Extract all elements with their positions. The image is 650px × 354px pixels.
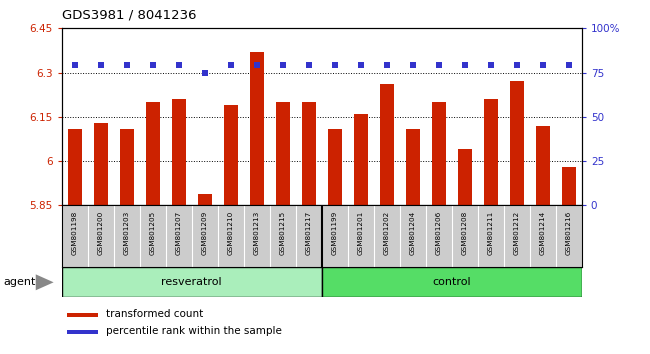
Text: transformed count: transformed count <box>106 309 203 319</box>
Bar <box>94 123 108 205</box>
Text: GSM801209: GSM801209 <box>202 210 208 255</box>
Bar <box>250 52 264 205</box>
Bar <box>198 194 212 205</box>
Bar <box>354 114 368 205</box>
Bar <box>68 129 82 205</box>
Text: GSM801215: GSM801215 <box>280 210 286 255</box>
Point <box>304 63 314 68</box>
Text: GSM801213: GSM801213 <box>254 210 260 255</box>
Text: GSM801200: GSM801200 <box>98 210 104 255</box>
Point <box>382 63 392 68</box>
Point <box>96 63 106 68</box>
Bar <box>322 267 582 297</box>
Bar <box>302 102 316 205</box>
Text: GSM801214: GSM801214 <box>540 210 546 255</box>
Point <box>70 63 80 68</box>
Text: GSM801199: GSM801199 <box>332 210 338 255</box>
Text: GSM801202: GSM801202 <box>384 210 390 255</box>
Text: GSM801204: GSM801204 <box>410 210 416 255</box>
Text: GSM801198: GSM801198 <box>72 210 78 255</box>
Text: GSM801212: GSM801212 <box>514 210 520 255</box>
Bar <box>432 102 446 205</box>
Point <box>330 63 340 68</box>
Point <box>356 63 366 68</box>
Point <box>434 63 444 68</box>
Text: GSM801216: GSM801216 <box>566 210 572 255</box>
Bar <box>536 126 550 205</box>
Text: GSM801201: GSM801201 <box>358 210 364 255</box>
Point <box>122 63 132 68</box>
Point <box>252 63 262 68</box>
Text: resveratrol: resveratrol <box>161 277 222 287</box>
Point <box>148 63 158 68</box>
Bar <box>562 167 576 205</box>
Bar <box>458 149 472 205</box>
Point <box>512 63 522 68</box>
Text: agent: agent <box>3 277 36 287</box>
Bar <box>510 81 524 205</box>
Bar <box>380 84 394 205</box>
Text: GDS3981 / 8041236: GDS3981 / 8041236 <box>62 9 196 22</box>
Point <box>408 63 418 68</box>
Point <box>200 70 210 75</box>
Bar <box>67 330 98 334</box>
Text: GSM801207: GSM801207 <box>176 210 182 255</box>
Point <box>564 63 574 68</box>
Point <box>226 63 236 68</box>
Bar <box>120 129 134 205</box>
Bar <box>484 99 498 205</box>
Point <box>538 63 548 68</box>
Text: GSM801211: GSM801211 <box>488 210 494 255</box>
Text: percentile rank within the sample: percentile rank within the sample <box>106 326 282 336</box>
Bar <box>406 129 420 205</box>
Text: GSM801205: GSM801205 <box>150 210 156 255</box>
Bar <box>146 102 160 205</box>
Text: GSM801208: GSM801208 <box>462 210 468 255</box>
Bar <box>67 313 98 317</box>
Bar <box>276 102 290 205</box>
Text: GSM801203: GSM801203 <box>124 210 130 255</box>
Bar <box>328 129 342 205</box>
Text: GSM801206: GSM801206 <box>436 210 442 255</box>
Point <box>486 63 496 68</box>
Point <box>174 63 184 68</box>
Text: GSM801210: GSM801210 <box>227 210 234 255</box>
Text: control: control <box>432 277 471 287</box>
Point <box>278 63 288 68</box>
Bar <box>62 267 322 297</box>
Bar <box>224 105 238 205</box>
Text: GSM801217: GSM801217 <box>306 210 312 255</box>
Point <box>460 63 470 68</box>
Polygon shape <box>36 274 53 290</box>
Bar <box>172 99 186 205</box>
